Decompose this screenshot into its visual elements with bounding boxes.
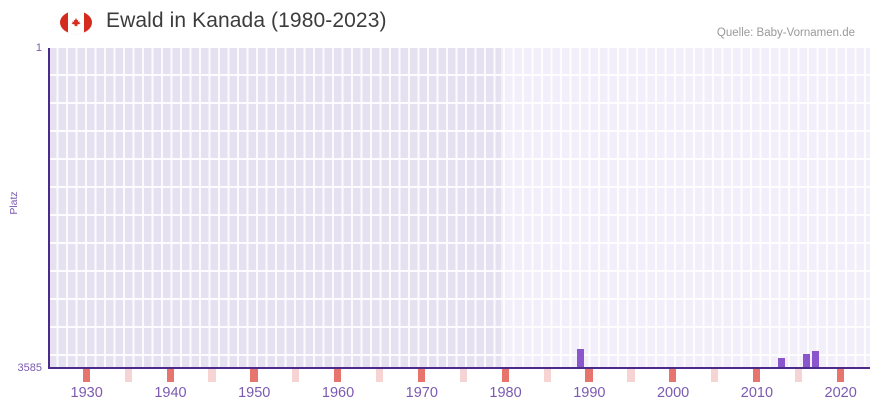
page-title: Ewald in Kanada (1980-2023) — [106, 9, 387, 32]
x-tick-mark-2020 — [836, 369, 844, 382]
x-tick-label-1960: 1960 — [321, 385, 355, 401]
bar-2017 — [811, 351, 819, 368]
y-axis-tick-bottom: 3585 — [17, 362, 42, 374]
x-tick-mark-1995 — [627, 369, 635, 382]
x-tick-label-1940: 1940 — [154, 385, 187, 401]
x-axis-line — [48, 367, 870, 369]
bar-2013 — [778, 358, 786, 368]
y-axis-tick-top: 1 — [35, 42, 42, 54]
x-tick-mark-2000 — [669, 369, 677, 382]
x-tick-mark-1980 — [501, 369, 509, 382]
x-tick-mark-1985 — [543, 369, 551, 382]
x-tick-label-1980: 1980 — [489, 385, 522, 401]
source-attribution: Quelle: Baby-Vornamen.de — [716, 27, 855, 39]
x-tick-mark-2010 — [753, 369, 761, 382]
y-axis-title: Platz — [8, 191, 20, 215]
canada-flag-icon — [60, 11, 92, 34]
x-tick-label-1990: 1990 — [573, 385, 606, 401]
x-tick-mark-1955 — [292, 369, 300, 382]
x-tick-label-1950: 1950 — [238, 385, 271, 401]
plot-area — [49, 48, 870, 368]
x-tick-mark-1975 — [459, 369, 467, 382]
flag-band-right — [84, 11, 92, 34]
x-tick-mark-2005 — [711, 369, 719, 382]
x-tick-label-2000: 2000 — [656, 385, 690, 401]
x-tick-mark-1945 — [208, 369, 216, 382]
x-tick-mark-1935 — [124, 369, 132, 382]
x-tick-mark-1990 — [585, 369, 593, 382]
x-tick-label-1930: 1930 — [70, 385, 103, 401]
x-tick-mark-1960 — [334, 369, 342, 382]
chart-header: Ewald in Kanada (1980-2023) Quelle: Baby… — [0, 0, 873, 45]
x-tick-label-1970: 1970 — [405, 385, 438, 401]
x-tick-mark-1930 — [82, 369, 90, 382]
x-tick-mark-1940 — [166, 369, 174, 382]
x-tick-mark-1965 — [376, 369, 384, 382]
x-tick-label-2020: 2020 — [824, 385, 857, 401]
x-tick-mark-2015 — [794, 369, 803, 382]
x-tick-label-2010: 2010 — [740, 385, 774, 401]
flag-band-left — [60, 11, 68, 34]
x-tick-mark-1970 — [417, 369, 426, 382]
y-axis-line — [48, 48, 50, 368]
bar-1989 — [577, 349, 585, 368]
horizontal-gridlines — [49, 48, 870, 368]
bar-2016 — [803, 353, 811, 368]
x-tick-mark-1950 — [250, 369, 258, 382]
maple-leaf-icon — [71, 17, 81, 28]
